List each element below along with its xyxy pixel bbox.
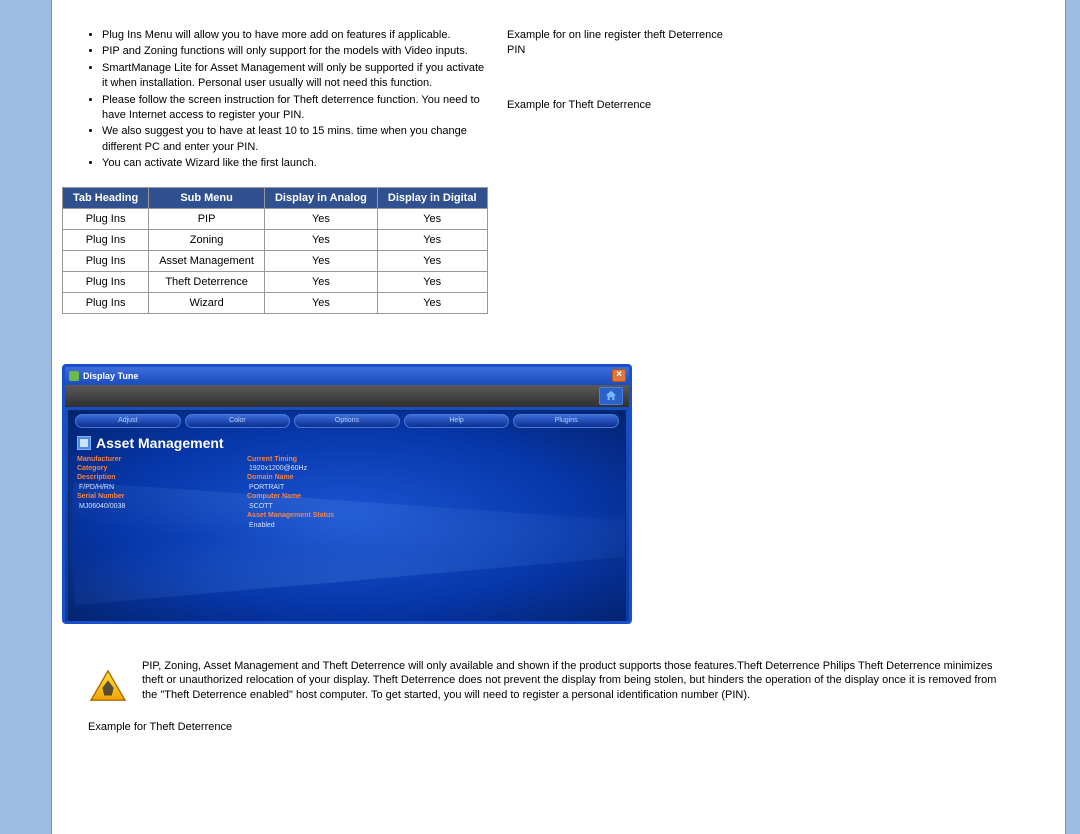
close-button[interactable]: × — [612, 369, 626, 382]
table-cell: Yes — [264, 250, 377, 271]
category-label: Category — [77, 465, 107, 472]
table-cell: Yes — [377, 229, 487, 250]
table-cell: Plug Ins — [63, 271, 149, 292]
example-register-text: Example for on line register theft Deter… — [507, 28, 742, 58]
table-cell: Asset Management — [149, 250, 265, 271]
col-tab-heading: Tab Heading — [63, 187, 149, 208]
bullet-item: Plug Ins Menu will allow you to have mor… — [102, 28, 492, 43]
example-bottom: Example for Theft Deterrence — [62, 721, 1055, 733]
notice-section: PIP, Zoning, Asset Management and Theft … — [62, 659, 1055, 704]
tab-label: Help — [449, 417, 463, 424]
table-cell: PIP — [149, 208, 265, 229]
table-cell: Plug Ins — [63, 250, 149, 271]
table-cell: Yes — [377, 271, 487, 292]
tab-label: Color — [229, 417, 246, 424]
table-cell: Theft Deterrence — [149, 271, 265, 292]
window-title: Display Tune — [83, 371, 138, 381]
table-row: Plug InsAsset ManagementYesYes — [63, 250, 488, 271]
titlebar: Display Tune × — [65, 367, 629, 385]
manufacturer-label: Manufacturer — [77, 456, 121, 463]
tab-label: Plugins — [555, 417, 578, 424]
table-row: Plug InsTheft DeterrenceYesYes — [63, 271, 488, 292]
timing-label: Current Timing — [247, 456, 297, 463]
bullet-item: PIP and Zoning functions will only suppo… — [102, 44, 492, 59]
example-theft-text: Example for Theft Deterrence — [507, 98, 742, 113]
display-tune-window: Display Tune × Adjust Color Options He — [62, 364, 632, 624]
sidebar-right — [1065, 0, 1080, 834]
monitor-icon — [77, 436, 91, 450]
bullet-item: SmartManage Lite for Asset Management wi… — [102, 61, 492, 92]
main-content: Plug Ins Menu will allow you to have mor… — [52, 0, 1065, 834]
table-cell: Yes — [377, 250, 487, 271]
table-cell: Yes — [377, 292, 487, 313]
notice-text: PIP, Zoning, Asset Management and Theft … — [142, 659, 1003, 704]
warning-icon-wrap — [88, 659, 128, 704]
table-header-row: Tab Heading Sub Menu Display in Analog D… — [63, 187, 488, 208]
table-cell: Yes — [264, 208, 377, 229]
tab-label: Options — [335, 417, 359, 424]
feature-table: Tab Heading Sub Menu Display in Analog D… — [62, 187, 488, 314]
tab-plugins[interactable]: Plugins — [513, 414, 619, 428]
toolbar — [65, 385, 629, 407]
upper-section: Plug Ins Menu will allow you to have mor… — [62, 0, 1055, 314]
table-row: Plug InsPIPYesYes — [63, 208, 488, 229]
table-cell: Wizard — [149, 292, 265, 313]
col-sub-menu: Sub Menu — [149, 187, 265, 208]
page: Plug Ins Menu will allow you to have mor… — [0, 0, 1080, 834]
table-cell: Plug Ins — [63, 208, 149, 229]
left-column: Plug Ins Menu will allow you to have mor… — [62, 28, 492, 314]
screenshot-wrap: Display Tune × Adjust Color Options He — [62, 364, 1055, 624]
table-cell: Yes — [264, 292, 377, 313]
close-icon: × — [616, 370, 622, 380]
sidebar-left — [0, 0, 52, 834]
table-cell: Yes — [264, 271, 377, 292]
table-row: Plug InsWizardYesYes — [63, 292, 488, 313]
right-column: Example for on line register theft Deter… — [502, 28, 742, 314]
table-row: Plug InsZoningYesYes — [63, 229, 488, 250]
table-cell: Plug Ins — [63, 229, 149, 250]
tab-help[interactable]: Help — [404, 414, 510, 428]
app-icon — [69, 371, 79, 381]
tabs-row: Adjust Color Options Help Plugins — [69, 411, 625, 431]
table-cell: Yes — [264, 229, 377, 250]
home-icon[interactable] — [599, 387, 623, 405]
bullet-item: You can activate Wizard like the first l… — [102, 156, 492, 171]
col-display-analog: Display in Analog — [264, 187, 377, 208]
tab-options[interactable]: Options — [294, 414, 400, 428]
warning-icon — [89, 669, 127, 703]
table-cell: Zoning — [149, 229, 265, 250]
bullet-item: Please follow the screen instruction for… — [102, 93, 492, 124]
col-display-digital: Display in Digital — [377, 187, 487, 208]
tab-label: Adjust — [118, 417, 137, 424]
bullet-item: We also suggest you to have at least 10 … — [102, 124, 492, 155]
bullet-list: Plug Ins Menu will allow you to have mor… — [62, 28, 492, 172]
table-cell: Yes — [377, 208, 487, 229]
content-panel: Adjust Color Options Help Plugins Asset … — [68, 410, 626, 624]
tab-adjust[interactable]: Adjust — [75, 414, 181, 428]
table-cell: Plug Ins — [63, 292, 149, 313]
description-label: Description — [77, 474, 116, 481]
panel-title-text: Asset Management — [96, 435, 224, 451]
tab-color[interactable]: Color — [185, 414, 291, 428]
table-body: Plug InsPIPYesYesPlug InsZoningYesYesPlu… — [63, 208, 488, 313]
